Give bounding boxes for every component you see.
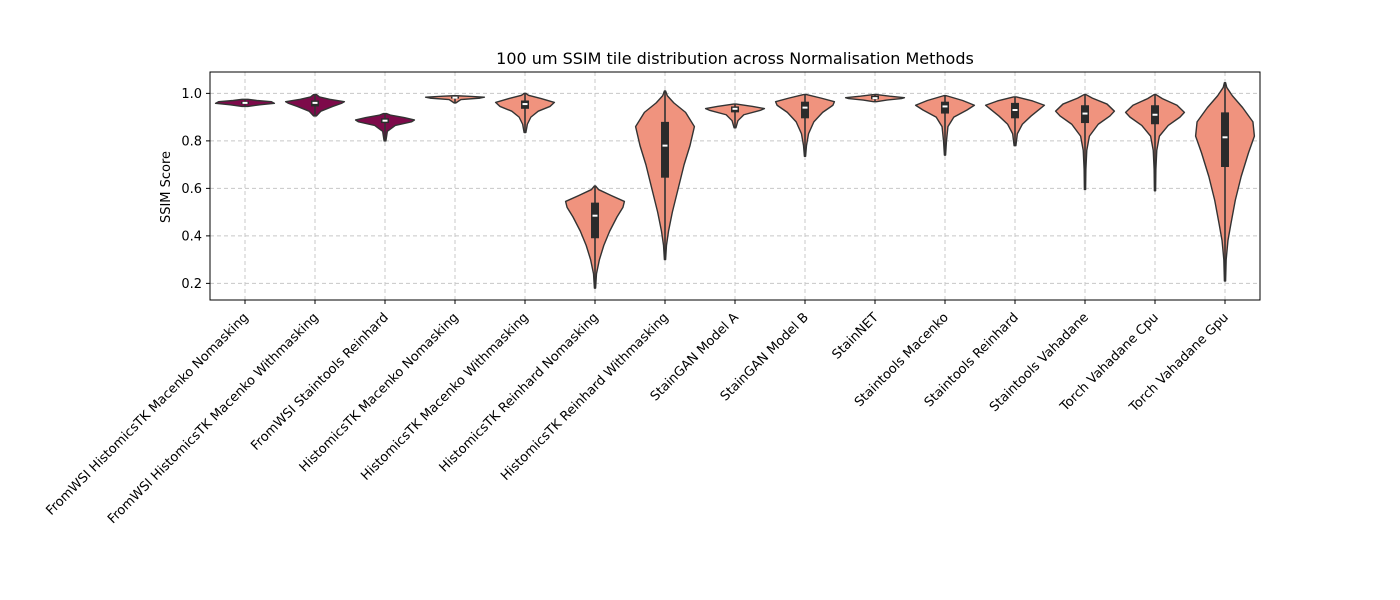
violins (214, 81, 1256, 289)
y-tick-label: 0.2 (181, 277, 202, 292)
y-tick-label: 0.8 (181, 134, 202, 149)
y-axis-label: SSIM Score (159, 151, 174, 223)
violin-iqr-box (661, 121, 669, 178)
x-tick-label: StainNET (829, 310, 881, 362)
y-tick-label: 0.6 (181, 182, 202, 197)
violin-iqr-box (941, 101, 949, 114)
x-axis-ticks: FromWSI HistomicsTK Macenko NomaskingFro… (43, 300, 1232, 527)
x-tick-label: HistomicsTK Reinhard Nomasking (437, 310, 602, 475)
violin-iqr-box (591, 202, 599, 239)
y-tick-label: 1.0 (181, 87, 202, 102)
chart-title: 100 um SSIM tile distribution across Nor… (496, 49, 974, 68)
y-tick-label: 0.4 (181, 229, 202, 244)
violin-iqr-box (1221, 112, 1229, 167)
x-tick-label: FromWSI Staintools Reinhard (248, 310, 391, 453)
y-axis-ticks: 0.2 0.4 0.6 0.8 1.0 (181, 87, 210, 292)
x-tick-label: HistomicsTK Macenko Nomasking (297, 310, 462, 475)
violin-iqr-box (801, 101, 809, 119)
plot-frame (209, 71, 1261, 301)
